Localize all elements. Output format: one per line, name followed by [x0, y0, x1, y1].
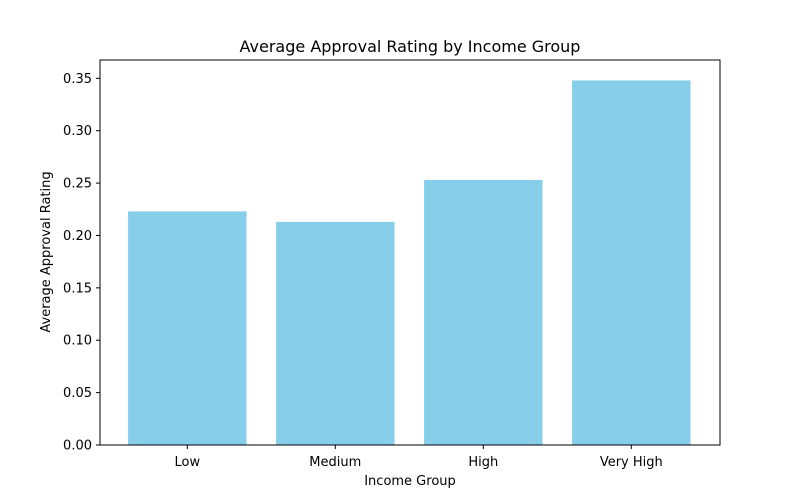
y-axis: 0.00 0.05 0.10 0.15 0.20 0.25 0.30 0.35	[63, 72, 100, 454]
y-tick-label: 0.00	[63, 439, 92, 454]
y-axis-label: Average Approval Rating	[39, 171, 54, 332]
y-tick-label: 0.35	[63, 72, 92, 87]
bar-low	[128, 211, 247, 445]
y-tick-label: 0.25	[63, 177, 92, 192]
y-tick-label: 0.30	[63, 124, 92, 139]
x-axis: Low Medium High Very High	[174, 445, 663, 470]
bar-medium	[276, 221, 395, 445]
x-axis-label: Income Group	[364, 474, 456, 489]
x-tick-label: Medium	[309, 455, 361, 470]
plot-frame	[99, 59, 721, 446]
y-tick-label: 0.10	[63, 334, 92, 349]
y-tick-label: 0.20	[63, 229, 92, 244]
chart-title: Average Approval Rating by Income Group	[240, 37, 581, 56]
bars-group	[128, 80, 691, 445]
bar-high	[424, 179, 543, 445]
y-tick-label: 0.05	[63, 386, 92, 401]
x-tick-label: Very High	[600, 455, 663, 470]
y-tick-label: 0.15	[63, 281, 92, 296]
bar-very-high	[572, 80, 691, 445]
x-tick-label: High	[468, 455, 498, 470]
x-tick-label: Low	[174, 455, 200, 470]
